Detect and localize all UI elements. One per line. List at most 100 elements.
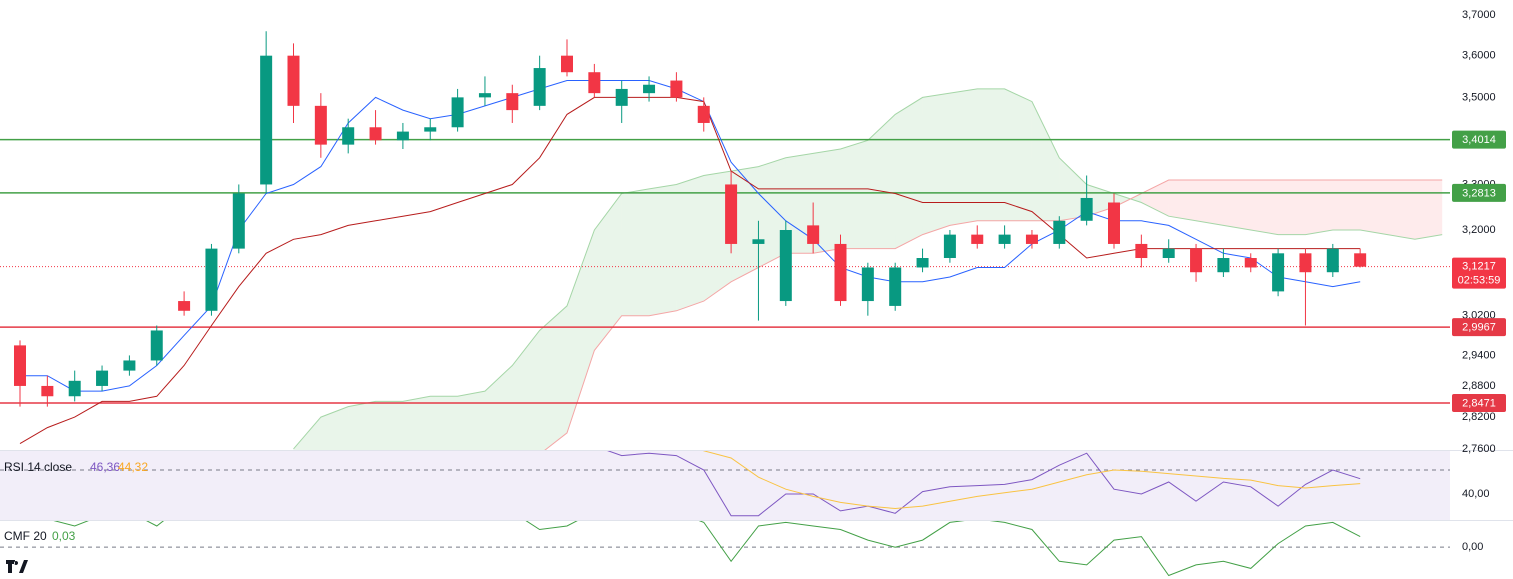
cloud-fill xyxy=(430,396,458,450)
candle-body xyxy=(232,193,245,249)
candle-body xyxy=(752,239,765,244)
last-price-label: 3,1217 xyxy=(1462,261,1496,273)
logo xyxy=(6,560,28,573)
candle-body xyxy=(41,385,54,397)
cmf-pane xyxy=(0,521,1450,577)
cloud-fill xyxy=(840,140,868,249)
span-b-line xyxy=(544,179,1443,450)
candle-body xyxy=(670,80,683,98)
rsi-title: RSI 14 close xyxy=(4,460,72,474)
cloud-fill xyxy=(1059,157,1087,221)
y-tick-label: 3,6000 xyxy=(1462,50,1496,62)
y-tick-label: 3,5000 xyxy=(1462,91,1496,103)
cloud-fill xyxy=(1196,179,1224,226)
level-label-box xyxy=(1452,318,1506,337)
rsi-pane xyxy=(0,451,1450,517)
indicator-line xyxy=(702,451,1361,510)
cloud-fill xyxy=(676,175,704,311)
cloud-fill xyxy=(402,396,431,450)
level-label-box xyxy=(1452,130,1506,149)
candle-body xyxy=(725,184,738,244)
candle-body xyxy=(1272,253,1285,292)
cloud-fill xyxy=(320,406,349,450)
indicator-line xyxy=(607,451,1361,517)
level-label: 3,4014 xyxy=(1462,134,1496,146)
candle-body xyxy=(561,55,573,73)
candle-body xyxy=(1299,253,1312,273)
cloud-fill xyxy=(703,171,732,302)
candle-body xyxy=(916,258,929,268)
candle-body xyxy=(396,131,409,141)
rsi-band xyxy=(0,451,1450,520)
cloud-fill xyxy=(1414,179,1443,240)
cloud-fill xyxy=(1332,179,1361,230)
cloud-fill xyxy=(867,114,896,249)
cloud-fill xyxy=(567,229,595,433)
candle-body xyxy=(971,234,984,244)
cloud-fill xyxy=(1360,179,1388,235)
cloud-fill xyxy=(922,93,950,235)
y-tick-label: 2,7600 xyxy=(1462,443,1496,455)
cmf-title: CMF 20 xyxy=(4,529,47,543)
candle-body xyxy=(643,84,656,94)
candle-body xyxy=(369,127,382,141)
cloud-fill xyxy=(457,391,485,450)
candle-body xyxy=(96,370,109,386)
level-label: 3,2813 xyxy=(1462,187,1496,199)
y-tick-label: 3,2000 xyxy=(1462,224,1496,236)
cloud-fill xyxy=(1031,101,1060,221)
candle-body xyxy=(807,225,820,244)
price-pane xyxy=(0,31,1450,450)
cloud-fill xyxy=(1141,179,1169,217)
candle-body xyxy=(451,97,464,128)
candle-body xyxy=(123,360,136,371)
y-tick-label: 40,00 xyxy=(1462,488,1490,500)
candle-body xyxy=(779,229,792,302)
cloud-fill xyxy=(1278,179,1306,235)
cloud-fill xyxy=(895,97,923,249)
cloud-fill xyxy=(484,365,513,450)
level-label-box xyxy=(1452,393,1506,412)
candle-body xyxy=(1217,258,1230,273)
y-tick-label: 3,7000 xyxy=(1462,9,1496,21)
candle-body xyxy=(943,234,956,259)
candle-body xyxy=(506,93,519,111)
cloud-fill xyxy=(375,401,403,450)
cloud-fill xyxy=(785,153,814,254)
y-tick-label: 2,9400 xyxy=(1462,349,1496,361)
candle-body xyxy=(1108,202,1120,244)
cloud-fill xyxy=(348,401,376,450)
candle-body xyxy=(478,93,491,98)
candle-body xyxy=(1244,258,1257,268)
countdown-label: 02:53:59 xyxy=(1458,275,1501,287)
last-price-box xyxy=(1452,257,1506,289)
candle-body xyxy=(178,301,191,311)
candle-body xyxy=(697,105,710,123)
cloud-fill xyxy=(758,157,786,268)
candle-body xyxy=(533,68,546,106)
candle-body xyxy=(424,127,437,132)
cloud-fill xyxy=(731,166,759,282)
indicator-line xyxy=(53,521,1361,577)
candle-body xyxy=(834,243,847,302)
cloud-fill xyxy=(1250,179,1279,235)
cloud-fill xyxy=(1305,179,1333,235)
cloud-fill xyxy=(539,305,567,450)
cmf-value: 0,03 xyxy=(52,529,76,543)
level-label: 2,9967 xyxy=(1462,322,1496,334)
candle-body xyxy=(1135,243,1148,259)
candle-body xyxy=(150,330,163,361)
candle-body xyxy=(1190,248,1203,273)
candle-body xyxy=(1162,248,1175,259)
axis-labels: 3,70003,60003,50003,30003,20003,02002,94… xyxy=(1452,9,1506,553)
rsi-value: 46,36 xyxy=(90,460,120,474)
candle-body xyxy=(1053,220,1066,244)
candle-body xyxy=(14,345,26,386)
candle-body xyxy=(260,55,273,185)
cloud-fill xyxy=(1387,179,1415,240)
candle-body xyxy=(998,234,1011,244)
candle-body xyxy=(287,55,300,106)
candle-body xyxy=(588,72,601,94)
